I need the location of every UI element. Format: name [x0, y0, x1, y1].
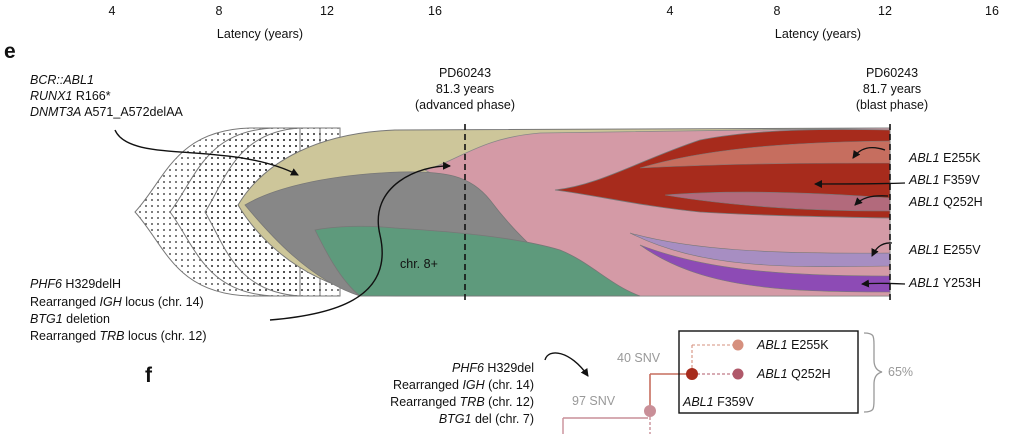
panel-e-letter: e — [4, 40, 16, 63]
bottom-line-3: BTG1 deletion — [30, 312, 110, 326]
mutation-e255k: ABL1 E255K — [909, 151, 981, 165]
box-item-e255k: ABL1 E255K — [757, 338, 829, 352]
clone-band — [237, 127, 891, 297]
mutation-q252h: ABL1 Q252H — [909, 195, 983, 209]
bottom-line-2: Rearranged IGH locus (chr. 14) — [30, 295, 204, 309]
right-axis-tick-12: 12 — [878, 4, 892, 18]
arrow-q252h — [854, 195, 889, 206]
left-axis-tick-16: 16 — [428, 4, 442, 18]
founder-line-3: DNMT3A A571_A572delAA — [30, 105, 183, 119]
node-f359v — [686, 368, 698, 380]
right-axis-label: Latency (years) — [774, 27, 862, 41]
right-axis-tick-8: 8 — [773, 4, 781, 18]
mutation-e255v: ABL1 E255V — [909, 243, 981, 257]
bottom-line-1: PHF6 H329delH — [30, 277, 122, 291]
arrow-y253h — [861, 279, 906, 288]
tree-line-4: BTG1 del (chr. 7) — [438, 412, 534, 426]
bottom-line-4: Rearranged TRB locus (chr. 12) — [30, 329, 207, 343]
subclone-arrow — [269, 161, 451, 321]
sample1-phase: (advanced phase) — [414, 98, 516, 112]
purple-clone — [639, 244, 891, 293]
subclone-box — [678, 330, 859, 414]
left-axis-tick-8: 8 — [215, 4, 223, 18]
arrow-e255k — [852, 147, 886, 159]
tree-line-2: Rearranged IGH (chr. 14) — [392, 378, 534, 392]
left-axis-label: Latency (years) — [216, 27, 304, 41]
sample2-age: 81.7 years — [862, 82, 922, 96]
founder-line-1: BCR::ABL1 — [30, 73, 94, 87]
left-axis-tick-4: 4 — [108, 4, 116, 18]
tree-curly-arrow — [544, 352, 589, 377]
tree-line-3: Rearranged TRB (chr. 12) — [390, 395, 534, 409]
node-e255k — [732, 339, 744, 351]
snv-97-label: 97 SNV — [572, 394, 616, 408]
sample1-age: 81.3 years — [435, 82, 495, 96]
panel-f-letter: f — [145, 364, 152, 387]
chr8-clone-label: chr. 8+ — [400, 257, 438, 271]
box-item-q252h: ABL1 Q252H — [757, 367, 831, 381]
founder-arrow — [114, 129, 299, 176]
salmon-clone — [639, 140, 891, 169]
sample2-id: PD60243 — [865, 66, 919, 80]
tree-line-1: PHF6 H329del — [452, 361, 534, 375]
node-q252h — [732, 368, 744, 380]
mutation-f359v: ABL1 F359V — [909, 173, 980, 187]
node-97snv — [644, 405, 656, 417]
right-axis-tick-4: 4 — [666, 4, 674, 18]
mutation-y253h: ABL1 Y253H — [909, 276, 982, 290]
snv-40-label: 40 SNV — [617, 351, 661, 365]
sample2-phase: (blast phase) — [855, 98, 929, 112]
arrow-e255v — [871, 242, 893, 257]
percent-label: 65% — [888, 365, 914, 379]
right-axis-tick-16: 16 — [985, 4, 999, 18]
box-item-f359v: ABL1 F359V — [683, 395, 754, 409]
green-clone — [314, 225, 641, 297]
sample1-id: PD60243 — [438, 66, 492, 80]
founder-line-2: RUNX1 R166* — [30, 89, 111, 103]
left-axis-tick-12: 12 — [320, 4, 334, 18]
percent-brace — [863, 332, 883, 413]
arrow-f359v — [814, 179, 906, 188]
